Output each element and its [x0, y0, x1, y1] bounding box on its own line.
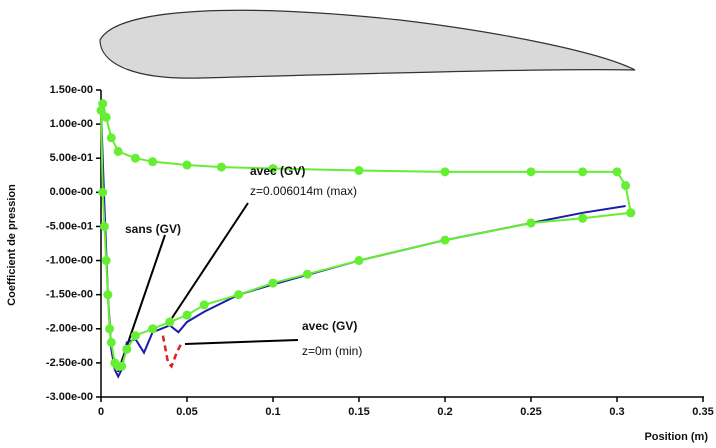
data-point	[105, 324, 115, 334]
arrow	[184, 339, 299, 345]
data-point	[148, 324, 158, 334]
x-axis-label: Position (m)	[644, 431, 708, 443]
data-point	[440, 235, 450, 245]
data-point	[130, 153, 140, 163]
x-tick-label: 0.35	[692, 406, 713, 418]
y-tick-label: -2.50e-00	[46, 357, 93, 369]
data-point	[110, 358, 120, 368]
data-point	[234, 290, 244, 300]
data-point	[165, 317, 175, 327]
data-point	[578, 167, 588, 177]
data-point	[526, 218, 536, 228]
y-tick-label: -1.50e-00	[46, 289, 93, 301]
annotation: avec (GV)	[250, 164, 305, 178]
data-point	[101, 112, 111, 122]
y-tick-label: 0.00e-00	[50, 186, 93, 198]
data-point	[626, 208, 636, 218]
data-point	[103, 290, 113, 300]
y-tick-label: -3.00e-00	[46, 391, 93, 403]
series-line	[100, 110, 626, 379]
y-tick-label: 1.50e-00	[50, 84, 93, 96]
y-tick-label: -1.00e-00	[46, 254, 93, 266]
data-point	[182, 310, 192, 320]
data-point	[96, 105, 106, 115]
x-tick-label: 0.1	[265, 406, 280, 418]
x-tick-label: 0.15	[348, 406, 369, 418]
data-point	[612, 167, 622, 177]
data-point	[106, 337, 116, 347]
data-point	[268, 163, 278, 173]
x-tick-label: 0.25	[520, 406, 541, 418]
data-point	[621, 181, 631, 191]
data-point	[578, 213, 588, 223]
data-point	[148, 157, 158, 167]
y-axis-label: Coefficient de pression	[6, 184, 18, 306]
data-point	[302, 269, 312, 279]
x-tick-label: 0.05	[176, 406, 197, 418]
data-point	[122, 344, 132, 354]
annotation: sans (GV)	[125, 222, 181, 236]
data-point	[98, 187, 108, 197]
y-tick-label: -2.00e-00	[46, 323, 93, 335]
data-point	[268, 278, 278, 288]
airfoil	[99, 9, 636, 79]
data-point	[130, 331, 140, 341]
x-tick-label: 0	[98, 406, 104, 418]
y-tick-label: -5.00e-01	[46, 220, 93, 232]
x-tick-label: 0.2	[437, 406, 452, 418]
series-line	[99, 103, 632, 368]
data-point	[113, 146, 123, 156]
data-point	[526, 167, 536, 177]
x-tick-label: 0.3	[609, 406, 624, 418]
series-line	[161, 335, 183, 369]
data-point	[354, 256, 364, 266]
data-point	[106, 133, 116, 143]
data-point	[216, 162, 226, 172]
data-point	[199, 300, 209, 310]
y-tick-label: 1.00e-00	[50, 118, 93, 130]
y-tick-label: 5.00e-01	[50, 152, 93, 164]
annotation: z=0m (min)	[302, 344, 362, 358]
annotation: z=0.006014m (max)	[250, 184, 357, 198]
data-point	[440, 167, 450, 177]
annotation: avec (GV)	[302, 319, 357, 333]
data-point	[354, 166, 364, 176]
data-point	[101, 256, 111, 266]
arrow	[171, 202, 249, 319]
data-point	[99, 221, 109, 231]
data-point	[182, 160, 192, 170]
data-point	[98, 99, 108, 109]
